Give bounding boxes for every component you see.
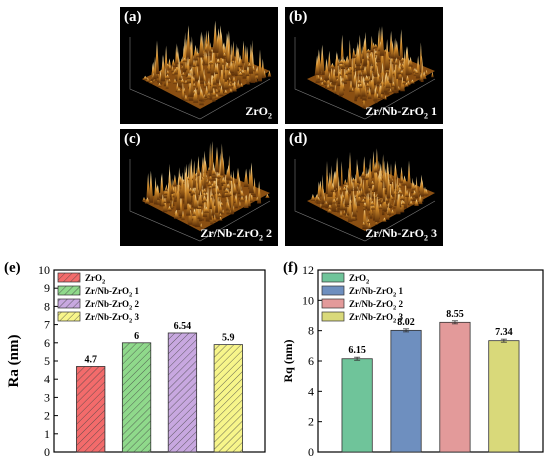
y-tick-label: 7 [44, 318, 50, 332]
bar [439, 321, 471, 453]
panel-caption-c: Zr/Nb-ZrO2 2 [200, 225, 272, 242]
y-axis-label: Rq (nm) [281, 339, 295, 382]
panel-caption-d: Zr/Nb-ZrO2 3 [365, 225, 437, 242]
afm-surface-c [129, 141, 271, 242]
afm-panel-a: (a) ZrO2 [120, 7, 278, 124]
y-tick-label: 12 [302, 263, 314, 277]
legend-entry: Zr/Nb-ZrO2 3 [349, 312, 404, 325]
legend-entry: Zr/Nb-ZrO2 1 [85, 286, 140, 299]
legend-swatch [321, 272, 345, 283]
y-tick-label: 6 [44, 336, 50, 350]
y-tick-label: 0 [308, 445, 314, 459]
afm-panel-d: (d) Zr/Nb-ZrO2 3 [285, 129, 443, 246]
panel-label: (e) [4, 260, 21, 276]
y-tick-label: 2 [44, 409, 50, 423]
legend-entry: Zr/Nb-ZrO2 2 [349, 299, 404, 312]
bar-value-label: 5.9 [222, 333, 235, 344]
y-tick-label: 1 [44, 427, 50, 441]
legend-entry: Zr/Nb-ZrO2 1 [349, 286, 404, 299]
y-axis-label: Ra (nm) [6, 335, 22, 388]
bar-value-label: 8.02 [397, 317, 415, 328]
legend-entry: Zr/Nb-ZrO2 2 [85, 299, 140, 312]
bar [390, 329, 422, 453]
y-tick-label: 8 [44, 299, 50, 313]
bar-value-label: 6 [134, 331, 139, 342]
bar [121, 342, 152, 453]
y-tick-label: 9 [44, 281, 50, 295]
legend-swatch [321, 285, 345, 296]
bar-value-label: 6.54 [174, 321, 192, 332]
y-tick-label: 0 [44, 445, 50, 459]
afm-panel-c: (c) Zr/Nb-ZrO2 2 [120, 129, 278, 246]
legend-swatch [57, 272, 81, 283]
bar-value-label: 4.7 [84, 354, 97, 365]
panel-caption-b: Zr/Nb-ZrO2 1 [365, 103, 437, 120]
panel-caption-a: ZrO2 [245, 103, 272, 120]
legend-entry: Zr/Nb-ZrO2 3 [85, 312, 140, 325]
y-tick-label: 3 [44, 390, 50, 404]
bar [76, 366, 106, 453]
panel-label-b: (b) [289, 9, 308, 25]
legend-swatch [57, 298, 81, 309]
panel-label: (f) [283, 260, 298, 276]
y-tick-label: 8 [308, 324, 314, 338]
afm-surface-a [129, 20, 272, 120]
panel-label-c: (c) [124, 131, 141, 147]
legend-entry: ZrO2 [349, 273, 369, 286]
y-tick-label: 6 [308, 354, 314, 368]
y-tick-label: 4 [308, 384, 314, 398]
panel-label-d: (d) [289, 131, 308, 147]
legend-entry: ZrO2 [85, 273, 105, 286]
bar [213, 344, 243, 453]
legend-swatch [321, 311, 345, 322]
bar [167, 332, 198, 453]
bar-value-label: 6.15 [348, 345, 366, 356]
bar [488, 340, 520, 453]
afm-surface-d [294, 148, 436, 242]
y-tick-label: 10 [38, 263, 50, 277]
bar-value-label: 7.34 [495, 327, 513, 338]
y-tick-label: 4 [44, 372, 50, 386]
afm-surface-b [294, 26, 436, 120]
legend-swatch [57, 285, 81, 296]
y-tick-label: 2 [308, 415, 314, 429]
legend-swatch [321, 298, 345, 309]
legend-swatch [57, 311, 81, 322]
bar-value-label: 8.55 [446, 309, 464, 320]
afm-panel-b: (b) Zr/Nb-ZrO2 1 [285, 7, 443, 124]
y-tick-label: 10 [302, 293, 314, 307]
bar [341, 358, 373, 453]
y-tick-label: 5 [44, 354, 50, 368]
panel-label-a: (a) [124, 9, 142, 25]
